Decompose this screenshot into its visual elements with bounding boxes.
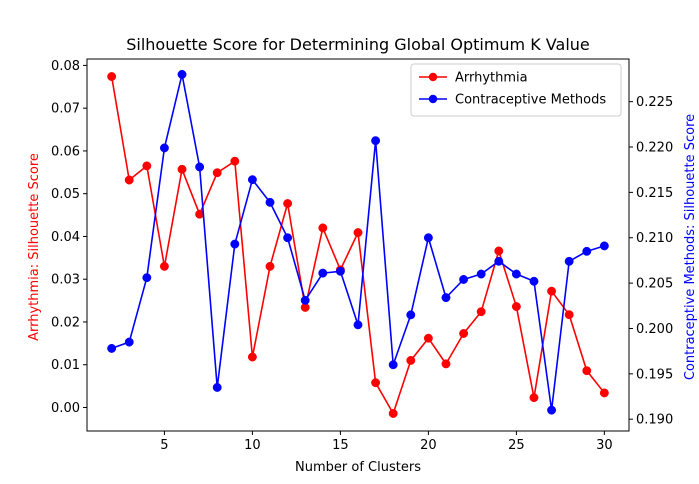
plot-area: 5 10 15 20 25 30 0.00 0.01 0.02 0.03 0.04 0.05 0.06 0… [51, 58, 673, 453]
left-y-tick-label: 0.07 [51, 102, 80, 117]
data-point-contraceptive-methods [318, 268, 328, 278]
data-point-arrhythmia [441, 359, 451, 369]
left-y-tick-label: 0.03 [51, 273, 80, 288]
legend-box [410, 63, 622, 117]
left-y-tick-label: 0.00 [51, 401, 80, 416]
plot-frame [86, 58, 630, 432]
data-point-contraceptive-methods [177, 69, 187, 79]
data-point-contraceptive-methods [511, 269, 521, 279]
data-point-contraceptive-methods [142, 273, 152, 283]
data-point-contraceptive-methods [459, 275, 469, 284]
data-point-contraceptive-methods [195, 162, 205, 172]
left-y-tick-label: 0.08 [51, 59, 80, 74]
right-y-tick-label: 0.225 [636, 95, 673, 110]
right-y-tick-label: 0.220 [636, 141, 673, 156]
data-point-arrhythmia [599, 388, 609, 398]
data-point-arrhythmia [247, 352, 257, 362]
right-y-tick-label: 0.200 [636, 322, 673, 337]
right-y-tick-label: 0.205 [636, 277, 673, 292]
data-point-contraceptive-methods [599, 241, 609, 251]
data-point-arrhythmia [423, 333, 433, 343]
right-y-tick-label: 0.210 [636, 231, 673, 246]
right-y-tick-label: 0.195 [636, 367, 673, 382]
data-point-arrhythmia [177, 164, 187, 174]
chart-title: Silhouette Score for Determining Global … [126, 35, 590, 54]
data-point-contraceptive-methods [353, 320, 363, 330]
series-line-arrhythmia [110, 76, 605, 415]
data-point-arrhythmia [406, 355, 416, 365]
left-axis-title: Arrhythmia: Silhouette Score [27, 153, 42, 341]
data-point-contraceptive-methods [388, 360, 398, 370]
data-point-arrhythmia [353, 228, 363, 238]
x-tick-label: 5 [160, 438, 168, 453]
x-tick-label: 25 [508, 438, 525, 453]
data-point-arrhythmia [511, 302, 521, 312]
right-y-tick-label: 0.190 [636, 413, 673, 428]
data-point-contraceptive-methods [582, 246, 592, 256]
legend-marker-contraceptive-methods [428, 94, 438, 104]
data-point-arrhythmia [230, 156, 240, 166]
data-point-arrhythmia [142, 161, 152, 171]
data-point-contraceptive-methods [371, 136, 381, 146]
left-y-tick-label: 0.05 [51, 187, 80, 202]
x-tick-label: 30 [596, 438, 613, 453]
data-point-arrhythmia [547, 286, 557, 296]
data-point-arrhythmia [388, 409, 398, 418]
data-point-arrhythmia [265, 261, 275, 271]
data-point-arrhythmia [283, 199, 293, 208]
data-point-contraceptive-methods [423, 233, 433, 243]
data-point-contraceptive-methods [529, 276, 539, 286]
data-point-contraceptive-methods [212, 382, 222, 392]
data-point-contraceptive-methods [335, 266, 345, 276]
data-point-contraceptive-methods [547, 405, 557, 415]
data-point-arrhythmia [107, 72, 117, 81]
data-point-arrhythmia [564, 310, 574, 320]
legend-label-arrhythmia: Arrhythmia [455, 71, 528, 86]
x-axis-title: Number of Clusters [295, 460, 421, 475]
data-point-arrhythmia [529, 393, 539, 403]
data-point-arrhythmia [371, 378, 381, 388]
data-point-arrhythmia [494, 246, 504, 256]
data-point-arrhythmia [212, 168, 222, 178]
data-point-contraceptive-methods [107, 343, 117, 353]
data-point-contraceptive-methods [265, 197, 275, 207]
data-point-contraceptive-methods [159, 143, 169, 153]
data-point-arrhythmia [159, 261, 169, 271]
data-point-contraceptive-methods [441, 293, 451, 303]
data-point-arrhythmia [582, 366, 592, 376]
right-axis-title: Contraceptive Methods: Silhouette Score [683, 114, 698, 380]
legend: Arrhythmia Contraceptive Methods [410, 63, 622, 117]
data-point-contraceptive-methods [564, 256, 574, 266]
data-point-contraceptive-methods [124, 337, 134, 347]
left-y-tick-label: 0.06 [51, 144, 80, 159]
data-point-arrhythmia [124, 175, 134, 185]
data-point-contraceptive-methods [230, 239, 240, 249]
data-point-contraceptive-methods [476, 269, 486, 279]
right-y-tick-label: 0.215 [636, 186, 673, 201]
legend-marker-arrhythmia [428, 72, 438, 82]
x-tick-label: 20 [420, 438, 437, 453]
data-point-arrhythmia [459, 329, 469, 338]
x-tick-label: 15 [332, 438, 349, 453]
data-point-contraceptive-methods [283, 233, 293, 243]
left-y-tick-label: 0.01 [51, 358, 80, 373]
data-point-contraceptive-methods [406, 310, 416, 320]
data-point-arrhythmia [318, 223, 328, 233]
data-point-arrhythmia [476, 307, 486, 317]
data-point-contraceptive-methods [300, 295, 310, 305]
data-point-contraceptive-methods [494, 256, 504, 266]
series-line-contraceptive-methods [111, 73, 605, 411]
x-tick-label: 10 [244, 438, 261, 453]
left-y-tick-label: 0.04 [51, 230, 80, 245]
legend-label-contraceptive-methods: Contraceptive Methods [455, 93, 606, 108]
data-point-contraceptive-methods [247, 175, 257, 185]
left-y-tick-label: 0.02 [51, 315, 80, 330]
